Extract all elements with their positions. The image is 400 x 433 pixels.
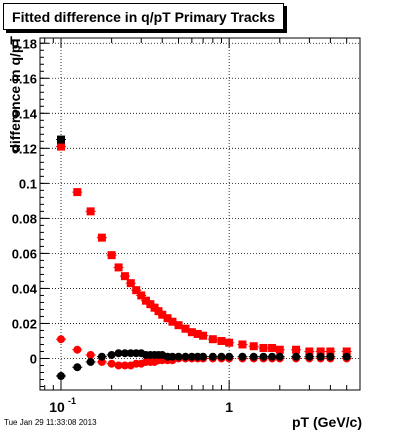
data-point-circle [259, 352, 268, 361]
data-point-square [73, 188, 82, 197]
data-point-square [238, 340, 247, 349]
data-point-square [187, 328, 196, 337]
data-point-circle [181, 352, 190, 361]
data-point-square [259, 343, 268, 352]
data-point-square [275, 345, 284, 354]
y-tick-label: 0.14 [12, 106, 38, 121]
data-point-circle [199, 352, 208, 361]
y-tick-label: 0.1 [19, 176, 37, 191]
data-point-square [57, 142, 66, 151]
data-point-circle [86, 357, 95, 366]
y-axis-label: difference in q/pT [7, 36, 23, 153]
data-point-square [146, 300, 155, 309]
data-point-circle [107, 359, 116, 368]
data-point-square [86, 207, 95, 216]
data-point-square [168, 317, 177, 326]
data-point-circle [174, 352, 183, 361]
data-point-circle [57, 371, 66, 380]
data-point-square [174, 321, 183, 330]
data-point-square [342, 347, 351, 356]
data-point-circle [292, 352, 301, 361]
data-marks [56, 135, 352, 380]
data-point-square [97, 233, 106, 242]
y-tick-label: 0.06 [12, 246, 37, 261]
data-point-circle [326, 352, 335, 361]
data-point-square [249, 342, 258, 351]
y-tick-label: 0.04 [12, 281, 38, 296]
data-point-circle [208, 352, 217, 361]
data-point-circle [249, 352, 258, 361]
data-point-square [114, 263, 123, 272]
data-point-square [141, 296, 150, 305]
x-axis-label: pT (GeV/c) [292, 414, 362, 430]
x-tick-label-exponent: -1 [68, 396, 76, 406]
y-tick-label: 0 [30, 351, 37, 366]
x-tick-label: 10 [49, 399, 65, 415]
data-point-square [132, 286, 141, 295]
data-point-square [181, 324, 190, 333]
data-point-square [57, 135, 66, 144]
data-point-circle [275, 352, 284, 361]
data-point-circle [225, 352, 234, 361]
x-tick-label: 1 [225, 399, 233, 415]
y-tick-label: 0.12 [12, 141, 37, 156]
data-point-square [120, 272, 129, 281]
data-point-square [126, 279, 135, 288]
y-tick-label: 0.16 [12, 71, 37, 86]
data-point-square [199, 331, 208, 340]
data-point-square [316, 347, 325, 356]
data-point-circle [268, 352, 277, 361]
data-point-circle [187, 352, 196, 361]
data-point-square [326, 347, 335, 356]
chart-title: Fitted difference in q/pT Primary Tracks [3, 3, 284, 30]
y-tick-label: 0.08 [12, 211, 37, 226]
data-point-circle [97, 352, 106, 361]
data-point-square [217, 336, 226, 345]
data-point-circle [305, 352, 314, 361]
data-point-circle [114, 349, 123, 358]
data-point-square [225, 338, 234, 347]
y-tick-label: 0.02 [12, 316, 37, 331]
data-point-square [163, 314, 172, 323]
data-point-circle [120, 349, 129, 358]
data-point-circle [217, 352, 226, 361]
data-point-circle [114, 361, 123, 370]
data-point-circle [73, 345, 82, 354]
data-point-circle [316, 352, 325, 361]
data-point-circle [238, 352, 247, 361]
data-point-square [193, 329, 202, 338]
data-point-circle [120, 361, 129, 370]
data-point-square [137, 291, 146, 300]
data-point-square [292, 345, 301, 354]
data-point-circle [86, 350, 95, 359]
data-point-square [107, 251, 116, 260]
data-point-circle [342, 352, 351, 361]
data-point-square [208, 335, 217, 344]
plot-frame [39, 37, 361, 391]
data-point-circle [73, 363, 82, 372]
data-point-square [305, 347, 314, 356]
data-point-circle [107, 350, 116, 359]
y-tick-label: 0.18 [12, 36, 37, 51]
data-point-circle [57, 335, 66, 344]
data-point-circle [168, 352, 177, 361]
axis-ticks: 0 0.02 0.04 0.06 0.08 0.1 0.12 0.14 0.16 0.18 10 -1… [12, 36, 361, 415]
data-point-square [158, 310, 167, 319]
timestamp: Tue Jan 29 11:33:08 2013 [4, 418, 97, 427]
data-point-square [268, 343, 277, 352]
